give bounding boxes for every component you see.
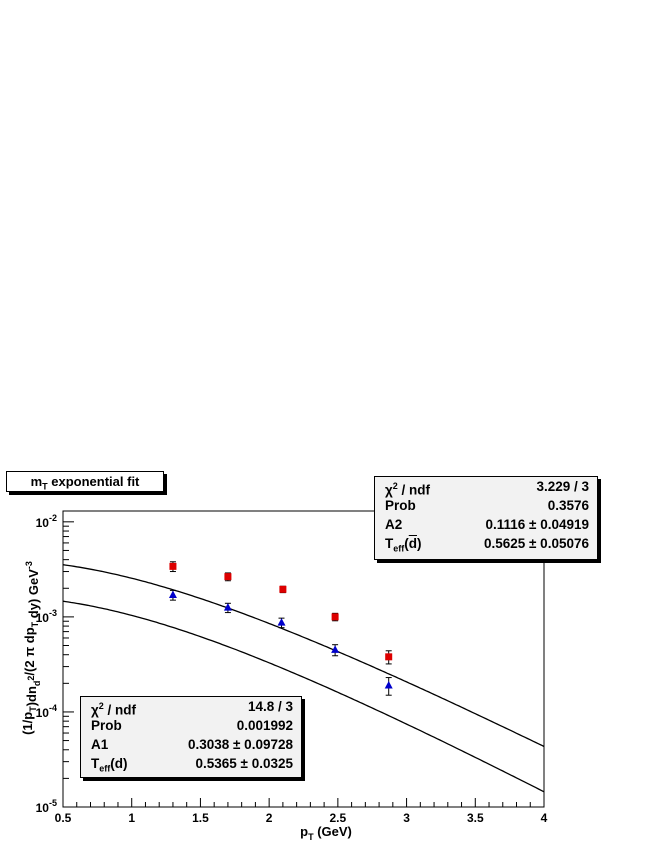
data-point-triangle — [331, 645, 340, 653]
x-tick-label: 2 — [266, 811, 273, 825]
x-tick-label: 1.5 — [192, 811, 209, 825]
teff-label: Teff(d) — [91, 756, 128, 774]
chi2-value: 14.8 / 3 — [247, 699, 293, 714]
y-tick-label: 10-4 — [36, 703, 57, 720]
teff-value: 0.5625 ± 0.05076 — [483, 536, 589, 551]
teff-label: Teff(d) — [385, 536, 422, 554]
x-tick-label: 2.5 — [330, 811, 347, 825]
stat-row-a1: A1 0.3038 ± 0.09728 — [81, 734, 301, 755]
fit-curve-2 — [62, 600, 545, 793]
prob-label: Prob — [91, 718, 122, 733]
y-tick-label: 10-2 — [36, 513, 57, 530]
x-tick-label: 3.5 — [467, 811, 484, 825]
x-tick-label: 3 — [403, 811, 410, 825]
stat-row-prob: Prob 0.3576 — [375, 495, 597, 516]
a1-value: 0.3038 ± 0.09728 — [187, 737, 293, 752]
chi2-label: χ2 / ndf — [385, 481, 431, 498]
stat-row-chi2: χ2 / ndf 3.229 / 3 — [375, 476, 597, 498]
data-point-square — [169, 562, 177, 570]
a2-value: 0.1116 ± 0.04919 — [485, 517, 589, 532]
stat-row-prob: Prob 0.001992 — [81, 715, 301, 736]
prob-label: Prob — [385, 498, 416, 513]
stat-row-teff: Teff(d) 0.5365 ± 0.0325 — [81, 753, 301, 774]
prob-value: 0.3576 — [547, 498, 589, 513]
x-tick-label: 1 — [128, 811, 135, 825]
x-axis-label: pT (GeV) — [300, 824, 352, 842]
data-point-square — [279, 585, 287, 593]
prob-value: 0.001992 — [236, 718, 293, 733]
data-point-triangle — [168, 590, 177, 598]
data-point-triangle — [277, 618, 286, 626]
teff-value: 0.5365 ± 0.0325 — [195, 756, 294, 771]
a1-label: A1 — [91, 737, 109, 752]
y-tick-label: 10-3 — [36, 608, 57, 625]
chart-title: mT exponential fit — [6, 471, 164, 492]
data-point-triangle — [384, 680, 393, 689]
a2-label: A2 — [385, 517, 403, 532]
x-tick-label: 0.5 — [55, 811, 72, 825]
fit-curve-1 — [62, 564, 545, 748]
chi2-label: χ2 / ndf — [91, 701, 137, 718]
fit-stats-box-bottom: χ2 / ndf 14.8 / 3 Prob 0.001992 A1 0.303… — [80, 696, 302, 778]
stat-row-a2: A2 0.1116 ± 0.04919 — [375, 514, 597, 535]
stat-row-chi2: χ2 / ndf 14.8 / 3 — [81, 696, 301, 718]
y-axis-label: (1/pT)dnd2/(2 π dpT dy) GeV-3 — [20, 561, 42, 735]
y-tick-label: 10-5 — [36, 798, 57, 815]
plot-frame — [62, 510, 545, 808]
x-tick-label: 4 — [541, 811, 548, 825]
data-point-square — [331, 613, 339, 621]
data-point-square — [385, 653, 393, 661]
fit-stats-box-top: χ2 / ndf 3.229 / 3 Prob 0.3576 A2 0.1116… — [374, 476, 598, 560]
data-point-square — [224, 573, 232, 581]
data-point-triangle — [223, 603, 232, 611]
chi2-value: 3.229 / 3 — [536, 479, 589, 494]
stat-row-teff: Teff(d) 0.5625 ± 0.05076 — [375, 533, 597, 554]
